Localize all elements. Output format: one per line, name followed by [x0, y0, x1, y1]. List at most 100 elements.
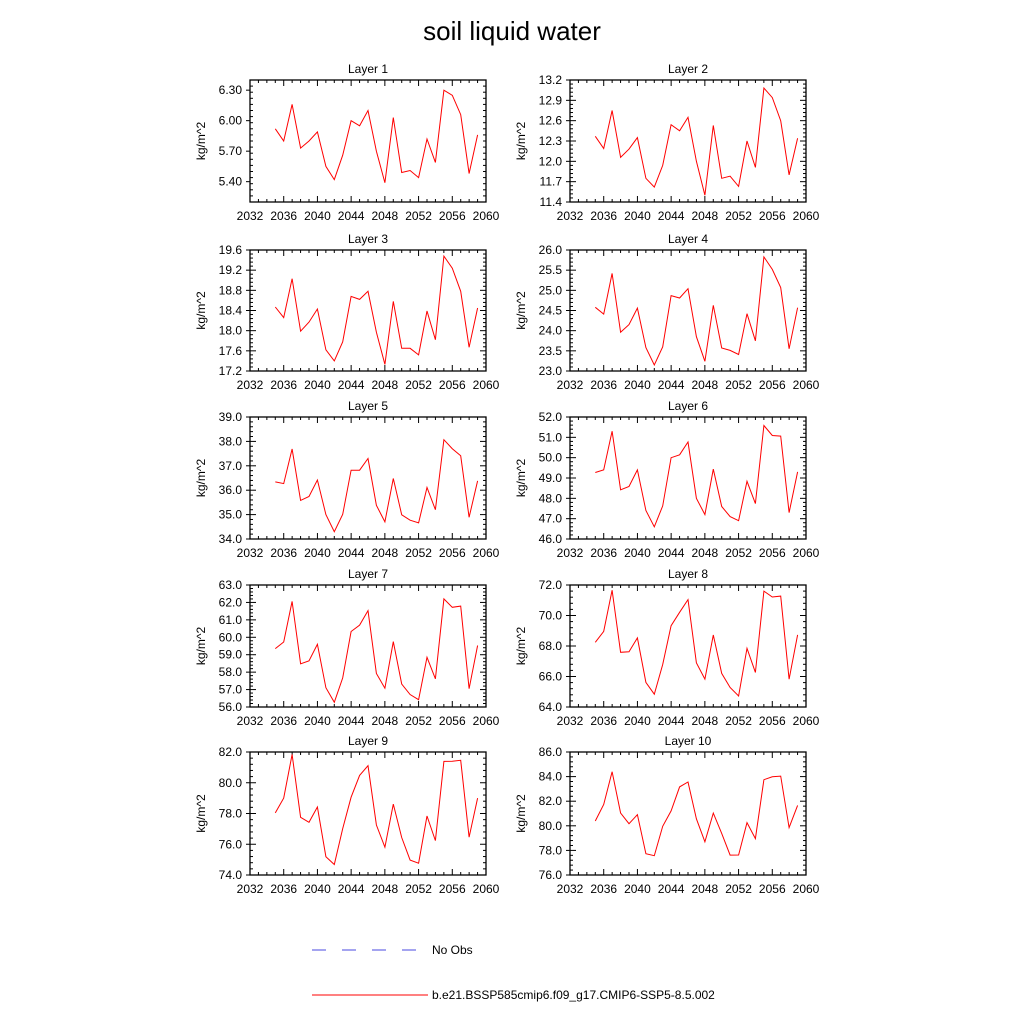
- x-tick-label: 2052: [405, 882, 432, 896]
- x-tick-label: 2036: [270, 882, 297, 896]
- x-tick-label: 2032: [557, 378, 584, 392]
- x-tick-label: 2048: [692, 882, 719, 896]
- panel-layer-4: Layer 4 kg/m^2 2032 2036 2040 2044 2048 2052 205…: [514, 232, 820, 392]
- y-tick-label: 36.0: [219, 483, 243, 497]
- x-tick-label: 2040: [304, 714, 331, 728]
- panel-title: Layer 1: [348, 62, 388, 76]
- panel-title: Layer 5: [348, 399, 388, 413]
- y-tick-label: 51.0: [539, 430, 563, 444]
- series-line: [274, 254, 479, 365]
- x-tick-label: 2048: [372, 882, 399, 896]
- legend-label-no-obs: No Obs: [432, 943, 473, 957]
- x-tick-label: 2052: [725, 378, 752, 392]
- x-tick-label: 2056: [439, 714, 466, 728]
- x-tick-label: 2052: [405, 546, 432, 560]
- y-tick-label: 6.00: [219, 114, 243, 128]
- plot-frame: [249, 584, 487, 708]
- figure-title: soil liquid water: [423, 16, 601, 46]
- y-tick-label: 76.0: [219, 837, 243, 851]
- x-tick-label: 2048: [692, 546, 719, 560]
- x-tick-label: 2052: [725, 882, 752, 896]
- y-tick-label: 52.0: [539, 410, 563, 424]
- x-tick-label: 2052: [405, 714, 432, 728]
- y-tick-label: 23.5: [539, 344, 563, 358]
- y-axis-label: kg/m^2: [514, 459, 528, 498]
- series-line: [595, 424, 799, 529]
- series-line: [275, 438, 479, 533]
- panel-layer-8: Layer 8 kg/m^2 2032 2036 2040 2044 2048 2052 205…: [514, 567, 820, 728]
- series-line: [594, 255, 799, 367]
- y-tick-label: 35.0: [219, 508, 243, 522]
- y-tick-label: 80.0: [539, 819, 563, 833]
- x-tick-label: 2044: [338, 546, 365, 560]
- y-tick-label: 17.6: [219, 344, 243, 358]
- y-tick-label: 76.0: [539, 868, 563, 882]
- y-tick-label: 5.40: [219, 175, 243, 189]
- x-tick-label: 2040: [624, 546, 651, 560]
- y-tick-label: 5.70: [219, 144, 243, 158]
- panel-title: Layer 2: [668, 62, 708, 76]
- panel-layer-9: Layer 9 kg/m^2 2032 2036 2040 2044 2048 2052 205…: [194, 734, 500, 896]
- x-tick-label: 2052: [405, 378, 432, 392]
- x-tick-label: 2048: [372, 378, 399, 392]
- x-tick-label: 2040: [304, 546, 331, 560]
- x-tick-label: 2060: [473, 546, 500, 560]
- panel-layer-6: Layer 6 kg/m^2 2032 2036 2040 2044 2048 2052 205…: [514, 399, 820, 560]
- x-tick-label: 2032: [557, 882, 584, 896]
- plot-frame: [249, 79, 487, 203]
- series-line: [594, 590, 799, 698]
- y-tick-label: 23.0: [539, 364, 563, 378]
- x-tick-label: 2044: [338, 714, 365, 728]
- x-tick-label: 2036: [270, 378, 297, 392]
- panel-title: Layer 9: [348, 734, 388, 748]
- x-tick-label: 2036: [590, 546, 617, 560]
- panel-title: Layer 4: [668, 232, 708, 246]
- y-tick-label: 68.0: [539, 639, 563, 653]
- y-axis-label: kg/m^2: [514, 122, 528, 161]
- y-axis-label: kg/m^2: [194, 122, 208, 161]
- x-tick-label: 2036: [270, 209, 297, 223]
- y-tick-label: 34.0: [219, 532, 243, 546]
- series-line: [594, 771, 799, 857]
- x-tick-label: 2056: [439, 378, 466, 392]
- x-tick-label: 2056: [439, 546, 466, 560]
- y-tick-label: 63.0: [219, 578, 243, 592]
- y-axis-label: kg/m^2: [194, 794, 208, 833]
- panel-layer-2: Layer 2 kg/m^2 2032 2036 2040 2044 2048 2052 205…: [514, 62, 820, 223]
- x-tick-label: 2036: [590, 714, 617, 728]
- y-axis-label: kg/m^2: [194, 627, 208, 666]
- x-tick-label: 2056: [759, 209, 786, 223]
- x-tick-label: 2060: [793, 209, 820, 223]
- x-tick-label: 2060: [793, 546, 820, 560]
- x-tick-label: 2060: [793, 882, 820, 896]
- y-tick-label: 38.0: [219, 434, 243, 448]
- x-tick-label: 2060: [473, 882, 500, 896]
- x-tick-label: 2056: [759, 378, 786, 392]
- panels: Layer 1 kg/m^2 2032 2036 2040 2044 2048 2052 205…: [194, 62, 820, 896]
- x-tick-label: 2036: [590, 378, 617, 392]
- y-tick-label: 11.4: [540, 195, 563, 209]
- x-tick-label: 2044: [658, 209, 685, 223]
- y-axis-label: kg/m^2: [514, 794, 528, 833]
- series-line: [594, 86, 799, 196]
- x-tick-label: 2040: [624, 882, 651, 896]
- y-tick-label: 26.0: [539, 243, 563, 257]
- x-tick-label: 2040: [304, 378, 331, 392]
- y-tick-label: 80.0: [219, 776, 243, 790]
- y-tick-label: 61.0: [219, 613, 243, 627]
- y-tick-label: 18.4: [219, 304, 243, 318]
- x-tick-label: 2040: [624, 378, 651, 392]
- y-tick-label: 47.0: [539, 512, 563, 526]
- x-tick-label: 2044: [338, 209, 365, 223]
- y-tick-label: 78.0: [219, 807, 243, 821]
- x-tick-label: 2052: [725, 209, 752, 223]
- y-tick-label: 82.0: [219, 745, 243, 759]
- y-axis-label: kg/m^2: [194, 459, 208, 498]
- y-tick-label: 24.5: [539, 304, 563, 318]
- panel-layer-10: Layer 10 kg/m^2 2032 2036 2040 2044 2048 2052 20…: [514, 734, 820, 896]
- x-tick-label: 2052: [405, 209, 432, 223]
- y-tick-label: 13.2: [539, 73, 563, 87]
- y-tick-label: 24.0: [539, 324, 563, 338]
- plot-frame: [569, 751, 807, 876]
- panel-title: Layer 3: [348, 232, 388, 246]
